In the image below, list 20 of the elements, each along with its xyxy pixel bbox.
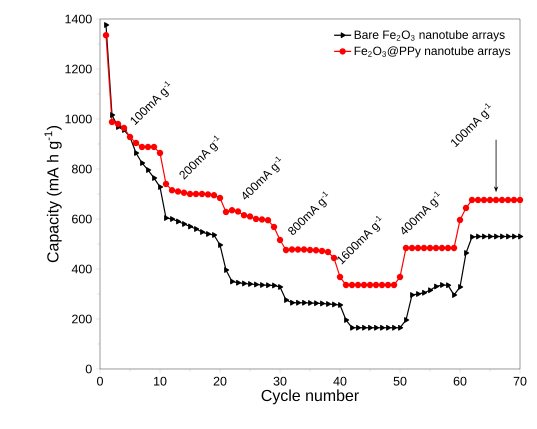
- legend-label: Fe$_{2}$O$_{3}$@PPy nanotube arrays: [354, 46, 510, 58]
- x-tick-label: 10: [154, 376, 166, 386]
- x-axis-title: Cycle number: [262, 389, 359, 404]
- y-tick-label: 1200: [65, 64, 92, 74]
- y-tick-label: 1400: [65, 14, 92, 24]
- y-tick-label: 200: [72, 314, 92, 324]
- legend-label: Bare Fe$_{2}$O$_{3}$ nanotube arrays: [354, 30, 505, 42]
- x-tick-label: 50: [394, 376, 406, 386]
- x-tick-label: 70: [514, 376, 526, 386]
- y-tick-label: 800: [72, 164, 92, 174]
- y-tick-label: 600: [72, 214, 92, 224]
- x-tick-label: 30: [274, 376, 286, 386]
- x-tick-label: 60: [454, 376, 466, 386]
- y-tick-label: 0: [86, 364, 92, 374]
- x-tick-label: 20: [214, 376, 226, 386]
- x-tick-label: 0: [97, 376, 103, 386]
- y-tick-label: 1000: [65, 114, 92, 124]
- y-axis-title: Capacity (mA h g$^{-1}$): [44, 126, 62, 262]
- y-tick-label: 400: [72, 264, 92, 274]
- x-tick-label: 40: [333, 376, 346, 386]
